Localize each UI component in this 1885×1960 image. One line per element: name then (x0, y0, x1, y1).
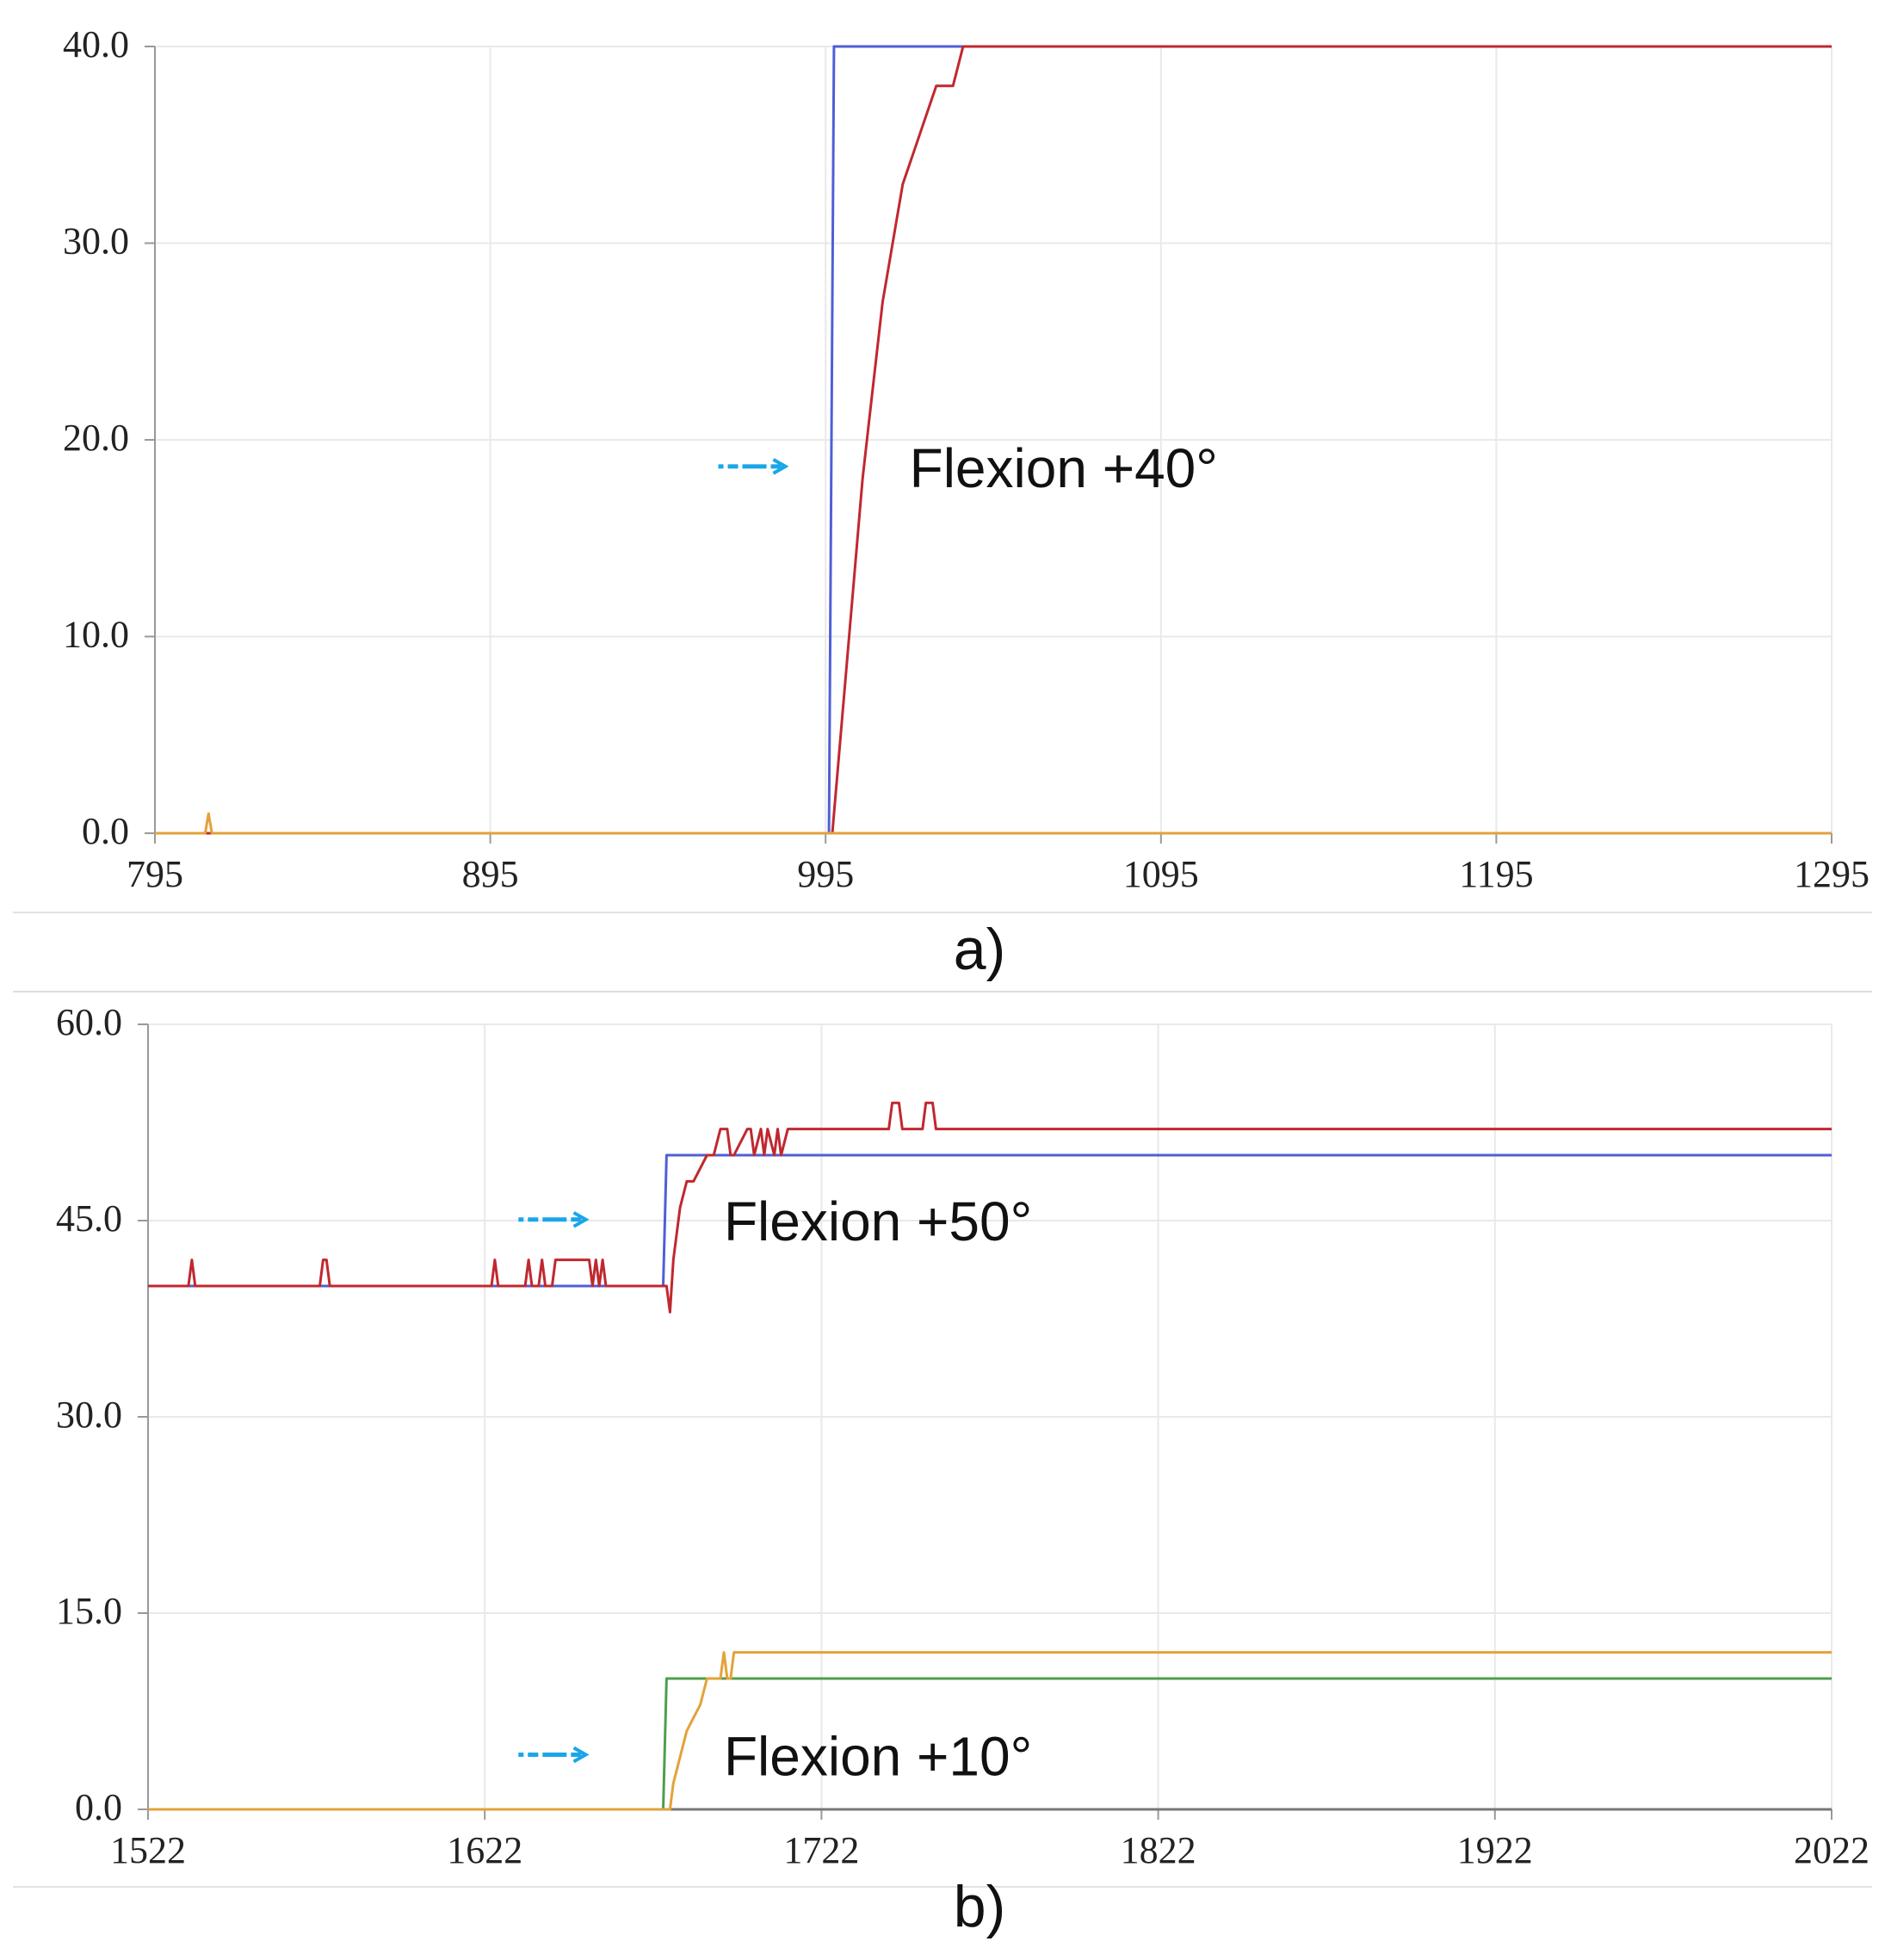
series-line-3 (155, 812, 1832, 835)
annotations-a: Flexion +40° (718, 437, 1218, 499)
x-tick-label: 1295 (1794, 853, 1870, 895)
y-tick-label: 60.0 (56, 1001, 122, 1043)
series-group-a (155, 45, 1832, 835)
x-tick-label: 1922 (1457, 1829, 1533, 1871)
y-tick-label: 10.0 (63, 614, 129, 656)
y-tick-label: 30.0 (63, 220, 129, 263)
series-line-4 (148, 1651, 1832, 1811)
series-line-2 (155, 45, 1832, 835)
y-tick-label: 30.0 (56, 1394, 122, 1436)
chart-panel-b: 1522 1622 1722 1822 1922 2022 0.0 15.0 30.0 45.0 6… (13, 1001, 1872, 1939)
grid-b (147, 1023, 1832, 1810)
y-tick-label: 40.0 (63, 23, 129, 65)
caption-a: a) (954, 917, 1005, 982)
annotation-label: Flexion +50° (724, 1190, 1032, 1252)
x-tick-label: 2022 (1794, 1829, 1870, 1871)
x-tick-label: 895 (462, 853, 519, 895)
caption-b: b) (954, 1874, 1005, 1939)
series-line-2 (148, 1101, 1832, 1314)
axes-a: 795 895 995 1095 1195 1295 0.0 10.0 20.0 30.0 40.0 (13, 23, 1872, 913)
chart-panel-a: 795 895 995 1095 1195 1295 0.0 10.0 20.0 30.0 40.0… (13, 23, 1872, 982)
x-tick-label: 995 (797, 853, 854, 895)
y-tick-label: 0.0 (75, 1786, 122, 1828)
annotation-label: Flexion +10° (724, 1725, 1032, 1787)
x-tick-label: 1622 (447, 1829, 522, 1871)
annotations-b: Flexion +50° Flexion +10° (518, 1190, 1032, 1787)
series-group-b (148, 1101, 1832, 1811)
y-tick-label: 15.0 (56, 1590, 122, 1632)
x-tick-label: 1722 (783, 1829, 859, 1871)
x-tick-label: 1195 (1459, 853, 1533, 895)
y-tick-label: 0.0 (82, 810, 129, 852)
x-tick-label: 1522 (110, 1829, 186, 1871)
y-tick-label: 45.0 (56, 1197, 122, 1240)
x-tick-label: 795 (127, 853, 183, 895)
x-tick-label: 1095 (1123, 853, 1199, 895)
y-tick-label: 20.0 (63, 417, 129, 459)
x-tick-label: 1822 (1121, 1829, 1196, 1871)
annotation-label: Flexion +40° (910, 437, 1218, 499)
